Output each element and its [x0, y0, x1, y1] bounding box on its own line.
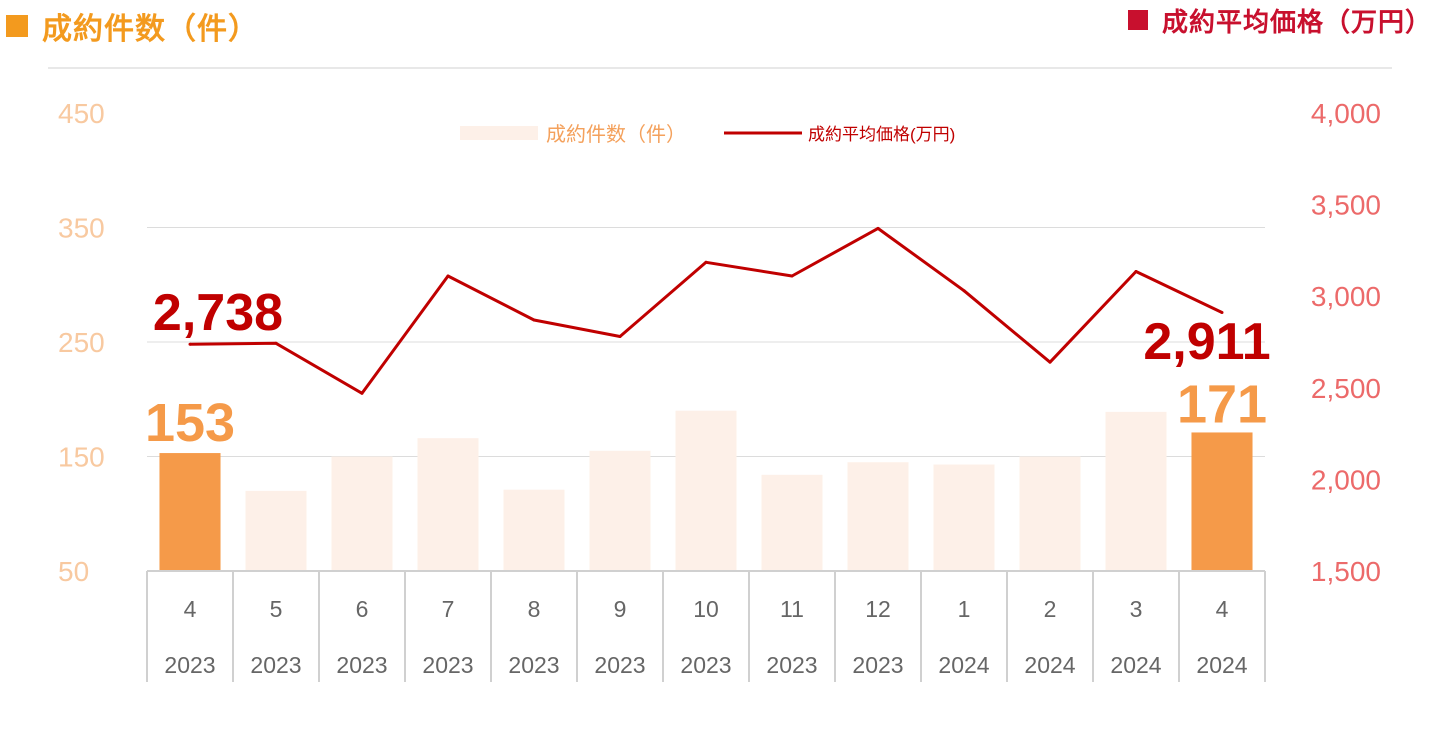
line-point [274, 341, 278, 345]
x-tick-year: 2023 [508, 652, 559, 678]
line-point [532, 318, 536, 322]
bar [847, 462, 909, 571]
bar [589, 450, 651, 571]
line-point [360, 391, 364, 395]
left-tick-label: 350 [58, 213, 105, 244]
line-series-swatch [1127, 10, 1148, 30]
x-tick-year: 2023 [680, 652, 731, 678]
x-axis: 4 2023 5 2023 6 2023 7 2023 8 2023 9 2023 10 2023 11 20… [146, 570, 1266, 682]
right-tick-label: 3,000 [1311, 281, 1381, 312]
bar [159, 453, 221, 571]
bar [331, 456, 393, 571]
price-line [189, 226, 1223, 395]
left-tick-label: 50 [58, 556, 89, 587]
left-axis: 450 350 250 150 50 [58, 98, 105, 587]
x-tick-year: 2024 [938, 652, 989, 678]
x-tick-month: 8 [528, 596, 541, 622]
line-point [1220, 311, 1224, 315]
x-tick-month: 3 [1130, 596, 1143, 622]
line-point [1134, 269, 1138, 273]
x-tick-year: 2024 [1110, 652, 1161, 678]
legend-bar-label: 成約件数（件） [546, 123, 686, 146]
x-tick-month: 4 [184, 596, 197, 622]
right-axis: 4,000 3,500 3,000 2,500 2,000 1,500 [1311, 98, 1381, 587]
right-title-text: 成約平均価格（万円） [1161, 7, 1432, 38]
bar [761, 474, 823, 571]
right-tick-label: 4,000 [1311, 98, 1381, 129]
bar [417, 438, 479, 571]
x-tick-month: 10 [693, 596, 719, 622]
left-tick-label: 450 [58, 98, 105, 129]
right-tick-label: 3,500 [1311, 190, 1381, 221]
line-point [446, 274, 450, 278]
x-tick-month: 1 [958, 596, 971, 622]
right-tick-label: 1,500 [1311, 556, 1381, 587]
right-tick-label: 2,000 [1311, 464, 1381, 495]
x-tick-year: 2023 [164, 652, 215, 678]
line-point [704, 260, 708, 264]
bar-series [159, 410, 1253, 571]
x-tick-month: 2 [1044, 596, 1057, 622]
line-point [1048, 360, 1052, 364]
x-tick-month: 6 [356, 596, 369, 622]
left-axis-title: 成約件数（件） [6, 4, 259, 48]
bar-series-swatch [6, 15, 28, 37]
left-tick-label: 250 [58, 327, 105, 358]
x-tick-year: 2023 [766, 652, 817, 678]
bar [245, 490, 307, 571]
right-tick-label: 2,500 [1311, 373, 1381, 404]
line-point [962, 289, 966, 293]
x-tick-year: 2024 [1024, 652, 1075, 678]
x-tick-month: 9 [614, 596, 627, 622]
legend-bar-swatch [460, 126, 538, 140]
bar [1019, 456, 1081, 571]
bar [933, 464, 995, 571]
x-tick-year: 2024 [1196, 652, 1247, 678]
x-tick-year: 2023 [336, 652, 387, 678]
left-title-text: 成約件数（件） [42, 12, 259, 47]
x-tick-year: 2023 [422, 652, 473, 678]
line-point [618, 335, 622, 339]
bar [675, 410, 737, 571]
x-tick-month: 5 [270, 596, 283, 622]
x-tick-month: 4 [1216, 596, 1229, 622]
line-point [790, 274, 794, 278]
bar [503, 489, 565, 571]
line-label-first: 2,738 [153, 284, 283, 342]
x-tick-month: 7 [442, 596, 455, 622]
x-tick-month: 12 [865, 596, 891, 622]
bar-label-last: 171 [1177, 374, 1267, 434]
x-tick-year: 2023 [250, 652, 301, 678]
bar-label-first: 153 [145, 393, 235, 453]
data-labels: 153 171 2,738 2,911 [145, 284, 1271, 453]
line-point [188, 342, 192, 346]
right-axis-title: 成約平均価格（万円） [1127, 0, 1432, 40]
bar [1191, 432, 1253, 571]
bar [1105, 411, 1167, 571]
line-series [188, 226, 1224, 395]
line-label-last: 2,911 [1143, 313, 1270, 371]
line-point [876, 226, 880, 230]
x-tick-year: 2023 [852, 652, 903, 678]
left-tick-label: 150 [58, 442, 105, 473]
legend-line-label: 成約平均価格(万円) [808, 125, 955, 144]
legend: 成約件数（件） 成約平均価格(万円) [460, 123, 955, 146]
x-tick-month: 11 [780, 596, 804, 622]
x-tick-year: 2023 [594, 652, 645, 678]
